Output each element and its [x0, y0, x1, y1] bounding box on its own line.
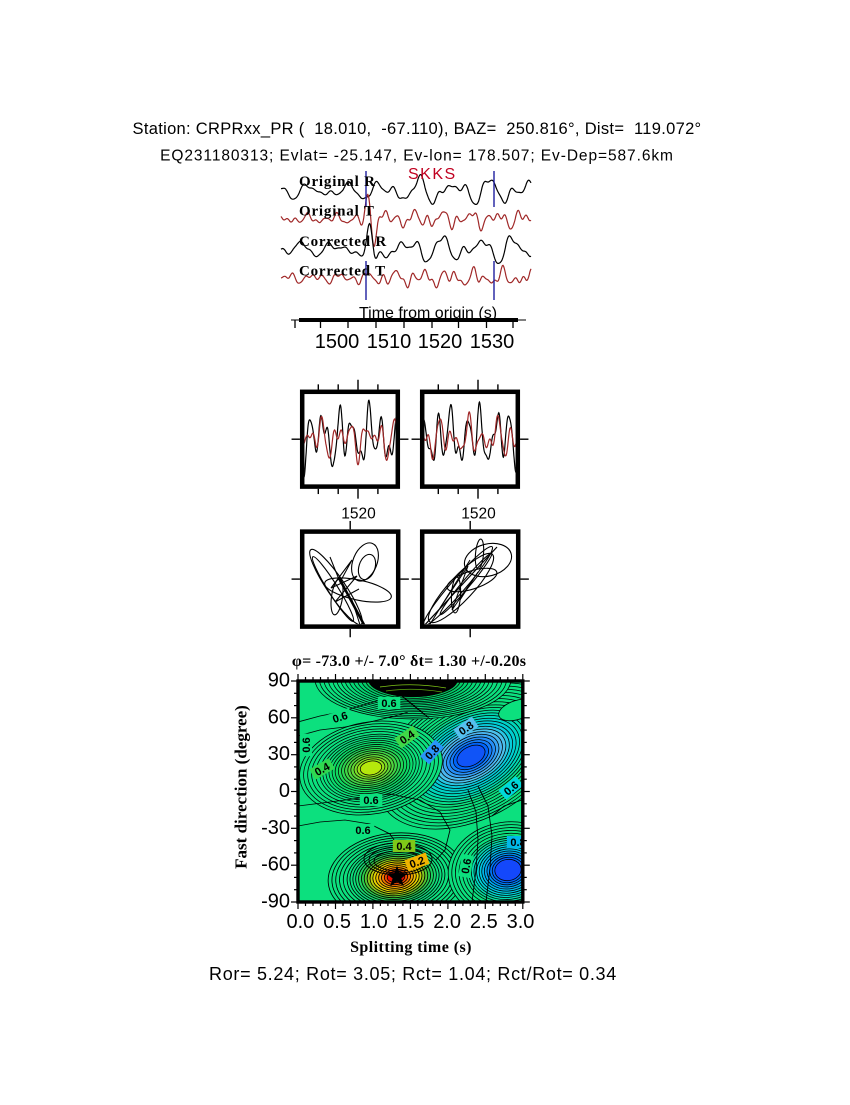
svg-text:0.6: 0.6: [355, 825, 370, 837]
svg-text:3.0: 3.0: [507, 911, 535, 933]
svg-text:0.6: 0.6: [331, 710, 349, 726]
svg-text:0.8: 0.8: [510, 837, 525, 849]
svg-text:90: 90: [268, 670, 290, 692]
svg-text:-60: -60: [261, 854, 290, 876]
svg-text:SKKS: SKKS: [408, 166, 457, 183]
svg-text:30: 30: [268, 743, 290, 765]
svg-text:-30: -30: [261, 817, 290, 839]
svg-text:Ror= 5.24; Rot= 3.05; Rct= 1.0: Ror= 5.24; Rot= 3.05; Rct= 1.04; Rct/Rot…: [209, 964, 617, 984]
svg-text:1520: 1520: [341, 506, 376, 523]
svg-text:2.5: 2.5: [470, 911, 498, 933]
svg-text:EQ231180313; Evlat= -25.147, E: EQ231180313; Evlat= -25.147, Ev-lon= 178…: [160, 148, 674, 165]
svg-text:0.6: 0.6: [460, 858, 474, 875]
svg-text:0.6: 0.6: [301, 737, 313, 752]
svg-text:0.2: 0.2: [408, 855, 426, 872]
svg-text:Original R: Original R: [299, 174, 376, 190]
svg-text:Station: CRPRxx_PR ( 18.010,: Station: CRPRxx_PR ( 18.010, -67.110), B…: [133, 120, 702, 138]
svg-text:1520: 1520: [461, 506, 496, 523]
svg-text:1520: 1520: [418, 331, 463, 353]
svg-text:-90: -90: [261, 891, 290, 913]
svg-text:0.0: 0.0: [286, 911, 314, 933]
svg-text:1.5: 1.5: [396, 911, 424, 933]
svg-text:0: 0: [279, 780, 290, 802]
svg-text:0.6: 0.6: [381, 698, 396, 710]
svg-text:1500: 1500: [315, 331, 360, 353]
svg-text:1.0: 1.0: [360, 911, 388, 933]
svg-text:φ= -73.0 +/- 7.0° δt= 1.30 +/-: φ= -73.0 +/- 7.0° δt= 1.30 +/-0.20s: [292, 653, 526, 670]
svg-text:Fast direction (degree): Fast direction (degree): [232, 705, 251, 869]
svg-text:Original T: Original T: [299, 204, 375, 220]
svg-text:1530: 1530: [470, 331, 515, 353]
svg-text:1510: 1510: [367, 331, 412, 353]
svg-text:0.5: 0.5: [323, 911, 351, 933]
svg-text:Time from origin (s): Time from origin (s): [359, 305, 497, 322]
svg-text:2.0: 2.0: [433, 911, 461, 933]
svg-text:0.4: 0.4: [396, 841, 412, 853]
svg-text:Corrected R: Corrected R: [299, 234, 387, 250]
svg-text:Corrected T: Corrected T: [299, 264, 386, 280]
svg-text:0.6: 0.6: [363, 795, 378, 807]
svg-text:60: 60: [268, 706, 290, 728]
svg-text:Splitting time (s): Splitting time (s): [350, 939, 472, 956]
